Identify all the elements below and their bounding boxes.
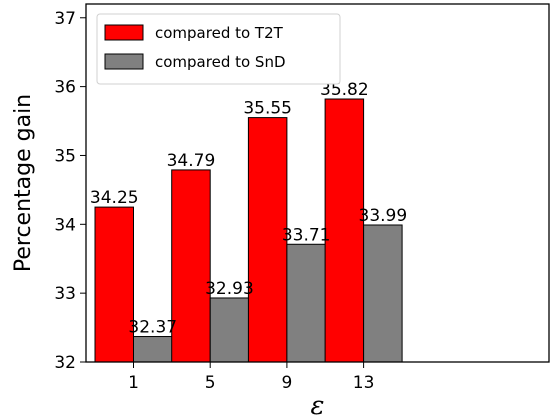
y-axis-ticks: 32 33 34 35 36 37 [54,9,86,373]
bar-snd [363,224,403,363]
bars-group [94,98,403,363]
data-label: 34.79 [167,151,216,171]
bar-t2t [171,169,211,363]
legend-label-t2t: compared to T2T [155,24,284,42]
legend: compared to T2T compared to SnD [96,13,341,85]
y-tick-label: 34 [54,215,76,235]
y-tick-label: 35 [54,146,76,166]
y-axis-title: Percentage gain [11,94,36,272]
bar-t2t [94,206,134,363]
y-tick-label: 37 [54,9,76,29]
legend-box [96,13,341,85]
data-label: 33.99 [359,206,408,226]
data-labels-group: 34.25 32.37 34.79 32.93 35.55 33.71 35.82 33.99 [90,80,407,338]
data-label: 35.55 [243,99,292,119]
legend-swatch-snd [104,53,144,70]
x-tick-label: 9 [281,373,292,393]
y-tick-label: 32 [54,353,76,373]
data-label: 35.82 [320,80,369,100]
legend-label-snd: compared to SnD [155,53,286,71]
data-label: 32.93 [205,279,254,299]
x-axis-ticks: 1 5 9 13 [128,362,374,393]
bar-snd [209,297,250,363]
plot-frame [85,3,550,363]
x-tick-label: 13 [353,373,375,393]
bar-snd [286,243,326,363]
y-tick-label: 36 [54,78,76,98]
y-tick-label: 33 [54,284,76,304]
x-tick-label: 1 [128,373,139,393]
data-label: 34.25 [90,188,139,208]
data-label: 33.71 [282,225,331,245]
data-label: 32.37 [128,318,177,338]
x-tick-label: 5 [205,373,216,393]
bar-snd [133,336,173,363]
legend-swatch-t2t [104,24,144,41]
x-axis-title: ε [311,391,325,420]
bar-t2t [324,98,365,363]
